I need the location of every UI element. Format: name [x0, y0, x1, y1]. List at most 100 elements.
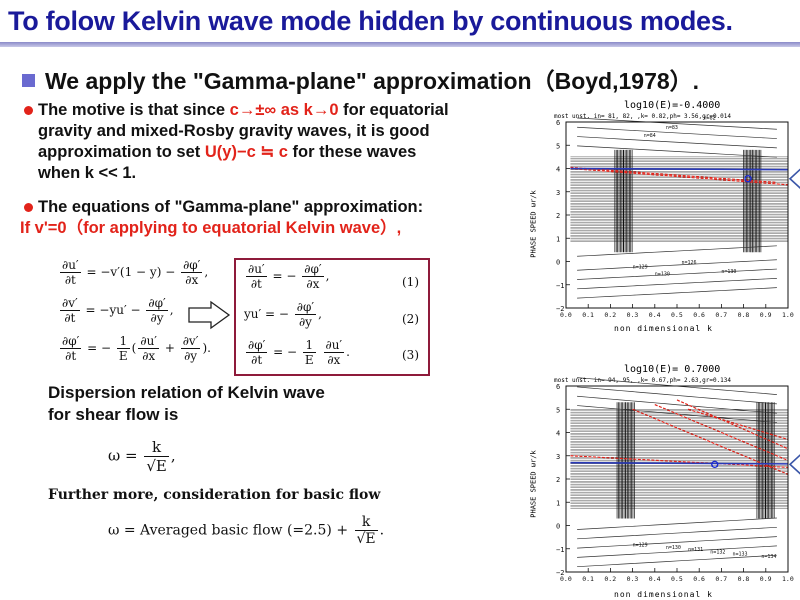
red-dot-icon: [24, 106, 33, 115]
x-tick-label: 0.2: [604, 575, 616, 583]
contour-label: n=129: [633, 264, 648, 270]
x-tick-label: 0.9: [760, 311, 772, 319]
kelvin-mode-line: [570, 167, 789, 171]
dispersion-curve: [577, 259, 777, 271]
dispersion-curve: [577, 145, 777, 158]
y-tick-label: 1: [556, 499, 560, 507]
contour-label: n=126: [681, 260, 696, 266]
contour-label: n=133: [733, 552, 748, 558]
plot-2-canvas: n=129 n=130 n=131 n=132 n=133 n=134 6 5 4 3 2 1 0 −1 −…: [556, 377, 800, 583]
y-tick-label: −2: [556, 569, 564, 577]
dispersion-line-2: for shear flow is: [48, 405, 179, 424]
y-tick-label: 5: [556, 406, 560, 414]
dispersion-curve: [577, 395, 777, 414]
dispersion-curve: [577, 554, 777, 568]
x-tick-label: 0.5: [671, 311, 683, 319]
unstable-mode-line: [687, 408, 789, 441]
x-tick-label: 0.4: [649, 575, 661, 583]
plot-2-title: log10(E)= 0.7000: [624, 364, 721, 375]
gamma-plane-equations-box: ∂u′ ∂t = − ∂φ′ ∂x, yu′ = − ∂φ′ ∂y, ∂φ′ ∂t = …: [234, 258, 430, 376]
dispersion-formula: ω = k √E,: [108, 438, 176, 475]
x-tick-label: 0.7: [715, 311, 727, 319]
plot-1-xlabel: non dimensional k: [614, 324, 713, 333]
dispersion-curve: [577, 545, 777, 558]
y-tick-label: 6: [556, 383, 560, 391]
plot-frame: [565, 121, 789, 309]
bullet-equations: The equations of "Gamma-plane" approxima…: [20, 198, 424, 237]
dispersion-curve: [577, 536, 777, 549]
y-tick-label: 4: [556, 166, 560, 174]
contour-label: n=134: [761, 554, 776, 560]
y-tick-label: −1: [556, 282, 564, 290]
y-tick-label: −1: [556, 546, 564, 554]
red-dot-icon: [24, 203, 33, 212]
phase-speed-plot-2: log10(E)= 0.7000 most unst. in= 94, 95, …: [530, 364, 800, 600]
dispersion-curve: [577, 126, 777, 139]
x-tick-label: 0.3: [627, 311, 639, 319]
phase-speed-plot-1: log10(E)=-0.4000 most unst. in= 81, 82, …: [530, 100, 800, 336]
x-tick-label: 0.5: [671, 575, 683, 583]
y-tick-label: 4: [556, 430, 560, 438]
y-tick-label: 3: [556, 189, 560, 197]
y-tick-label: 2: [556, 476, 560, 484]
x-tick-label: 0.6: [693, 575, 705, 583]
y-tick-label: 0: [556, 523, 560, 531]
plot-1-subtitle: most unst. in= 81, 82, ,k= 0.82,ph= 3.56…: [554, 113, 732, 120]
contour-label: n=130: [655, 271, 670, 277]
plot-1-canvas: n=82 n=83 n=84 n=129 n=130 n=126 n=130 6 5 4 3 2 1 0 −…: [556, 116, 800, 319]
contour-label: n=131: [688, 547, 703, 553]
section-heading: We apply the "Gamma-plane" approximation…: [22, 62, 699, 96]
section-heading-text: We apply the "Gamma-plane" approximation…: [45, 68, 700, 94]
dispersion-curve: [577, 136, 777, 149]
further-text: Further more, consideration for basic fl…: [48, 487, 381, 503]
pointer-arrow-icon: [788, 454, 800, 475]
x-tick-label: 1.0: [782, 311, 794, 319]
unstable-mode-line: [570, 166, 777, 184]
x-tick-label: 0.8: [738, 311, 750, 319]
dispersion-curve: [577, 517, 777, 530]
y-tick-label: 6: [556, 119, 560, 127]
contour-label: n=129: [633, 542, 648, 548]
x-tick-label: 0.0: [560, 311, 572, 319]
dispersion-line-1: Dispersion relation of Kelvin wave: [48, 383, 325, 402]
unstable-mode-line: [676, 399, 789, 450]
x-tick-label: 0.1: [582, 575, 594, 583]
contour-label: n=84: [644, 133, 656, 139]
contour-label: n=82: [704, 116, 716, 122]
unstable-mode-line: [654, 404, 789, 461]
plot-1-title: log10(E)=-0.4000: [624, 100, 721, 111]
kelvin-mode-line: [570, 461, 789, 465]
equation-number-3: (3): [402, 348, 419, 362]
contour-label: n=83: [666, 125, 678, 131]
y-tick-label: −2: [556, 305, 564, 313]
contour-label: n=130: [666, 545, 681, 551]
most-unstable-point: [711, 460, 719, 469]
x-tick-label: 0.3: [627, 575, 639, 583]
dispersion-curve: [577, 526, 777, 540]
dispersion-curve: [577, 268, 777, 280]
dispersion-curve: [577, 278, 777, 290]
most-unstable-point: [744, 175, 752, 183]
x-tick-label: 0.0: [560, 575, 572, 583]
x-tick-label: 0.7: [715, 575, 727, 583]
dispersion-curve: [577, 245, 777, 257]
x-tick-label: 0.2: [604, 311, 616, 319]
equation-number-1: (1): [402, 275, 419, 289]
plot-2-subtitle: most unst. in= 94, 95, ,k= 0.67,ph= 2.63…: [554, 377, 732, 384]
y-tick-label: 1: [556, 235, 560, 243]
x-tick-label: 0.1: [582, 311, 594, 319]
pointer-arrow-icon: [788, 168, 800, 189]
x-tick-label: 1.0: [782, 575, 794, 583]
unstable-mode-line: [570, 455, 789, 468]
bullet-motive: The motive is that since c→±∞ as k→0 for…: [24, 100, 449, 184]
contour-label: n=130: [721, 269, 736, 275]
equation-number-2: (2): [402, 312, 419, 326]
unstable-mode-line: [570, 167, 789, 186]
x-tick-label: 0.9: [760, 575, 772, 583]
y-tick-label: 3: [556, 453, 560, 461]
x-tick-label: 0.8: [738, 575, 750, 583]
dispersion-curve: [577, 117, 777, 130]
y-tick-label: 2: [556, 212, 560, 220]
plot-2-xlabel: non dimensional k: [614, 590, 713, 599]
y-tick-label: 5: [556, 142, 560, 150]
